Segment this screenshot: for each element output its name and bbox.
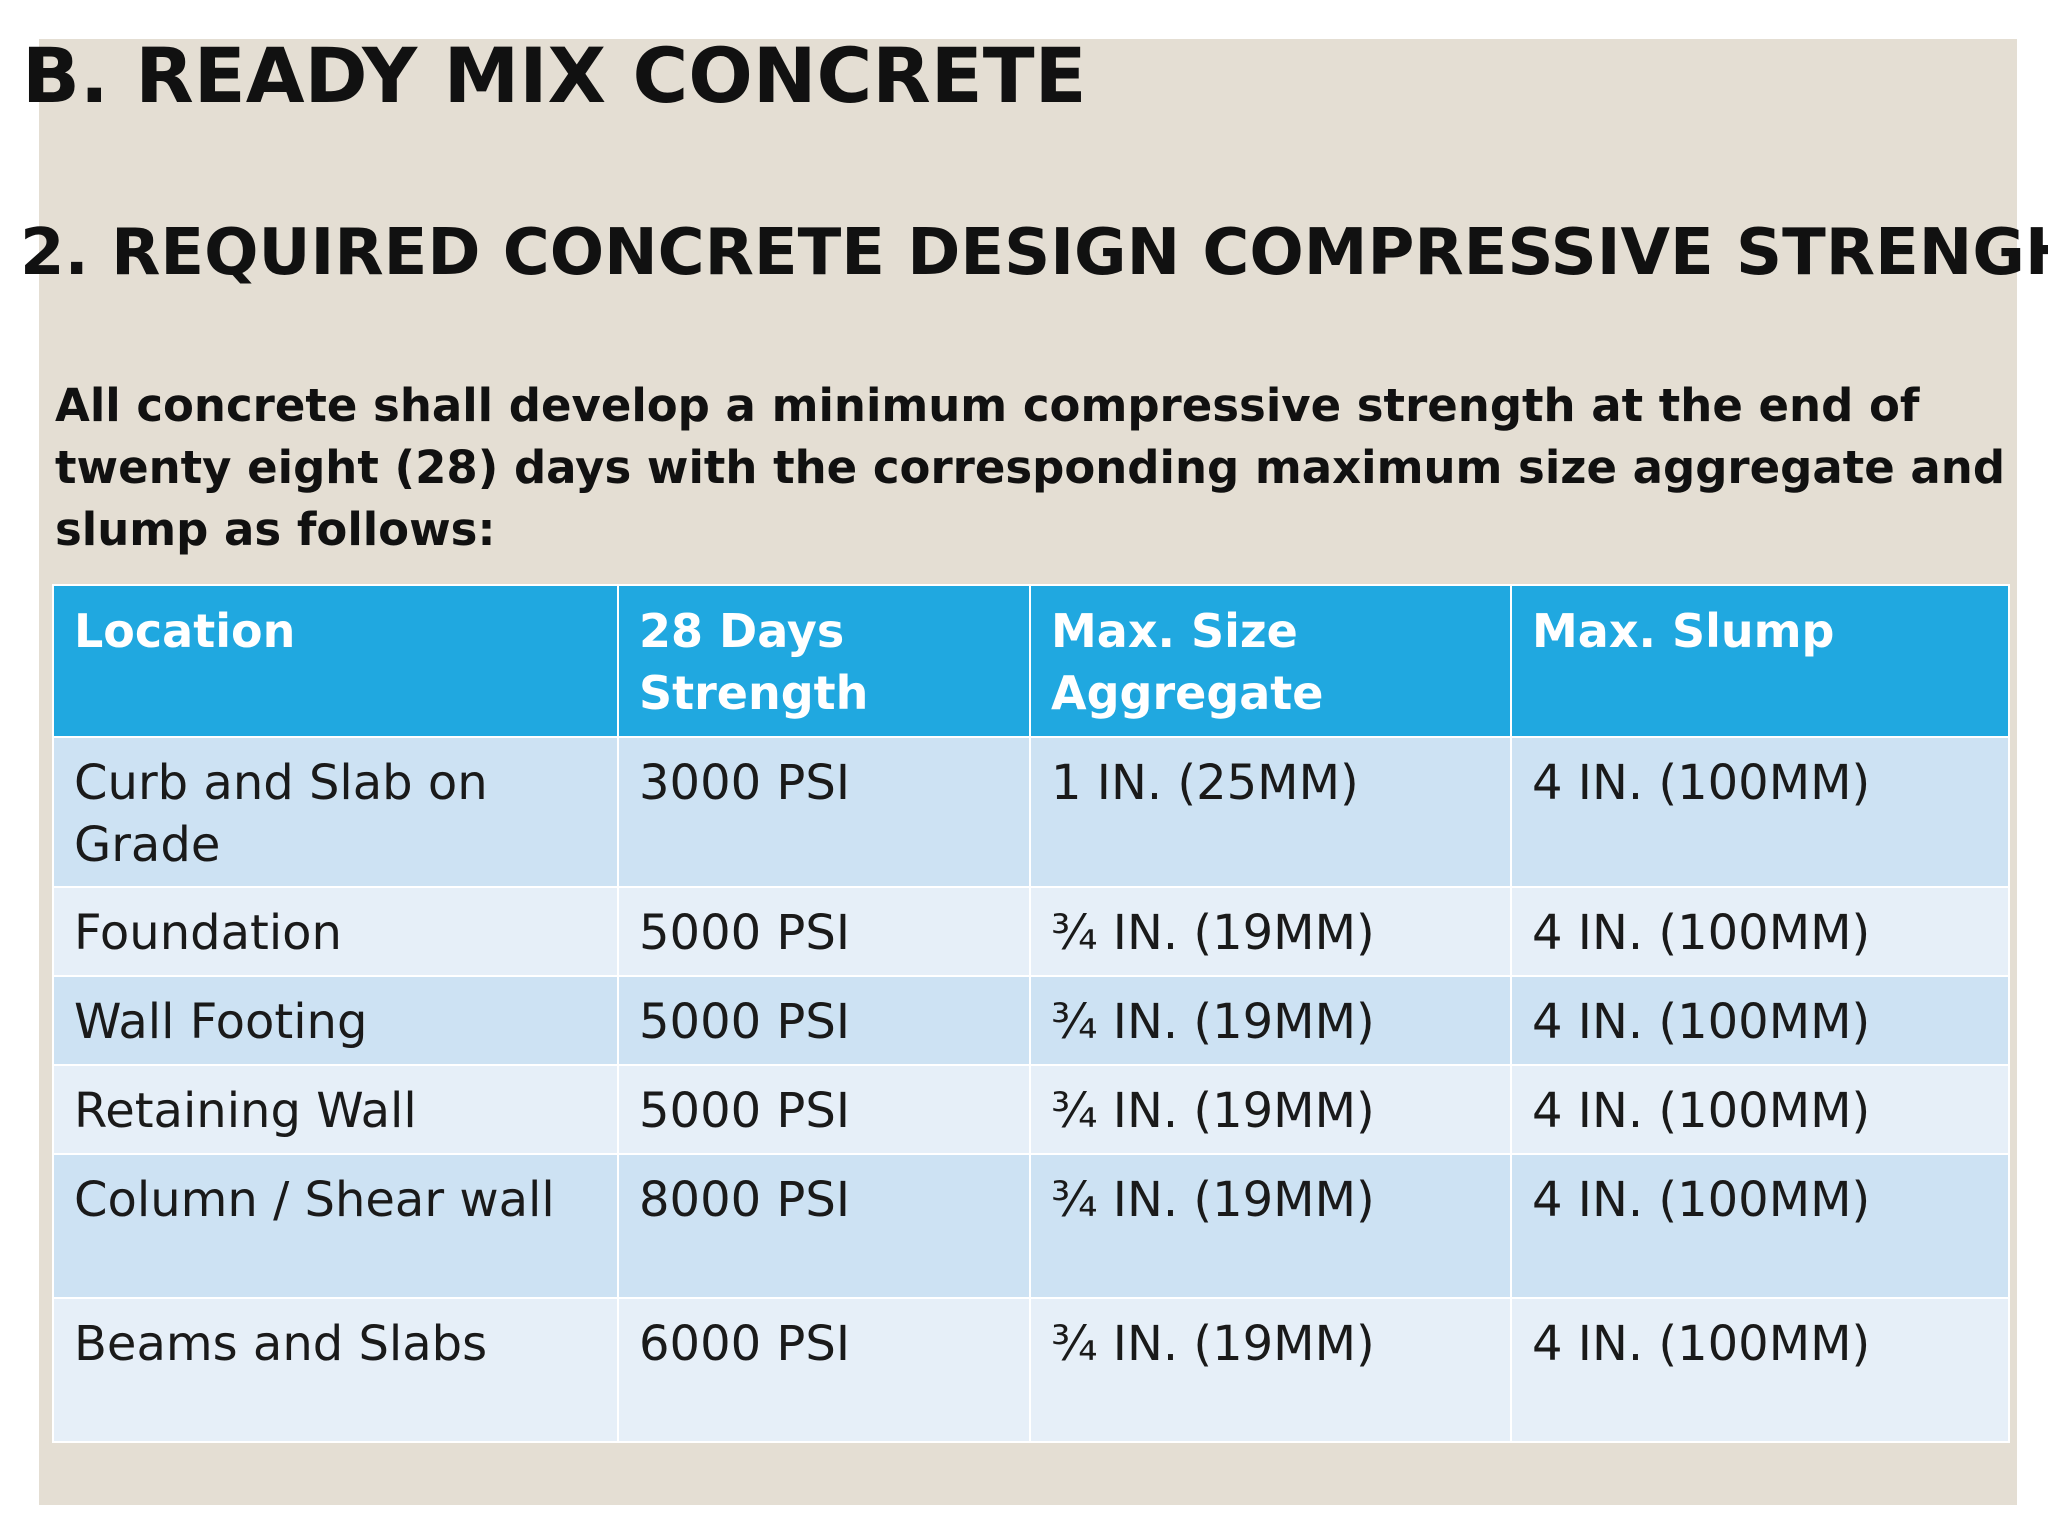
cell-location: Curb and Slab on Grade [52, 736, 619, 888]
cell-strength: 8000 PSI [617, 1153, 1031, 1299]
table-row: Beams and Slabs 6000 PSI ¾ IN. (19MM) 4 … [52, 1297, 2010, 1443]
cell-slump: 4 IN. (100MM) [1510, 1297, 2010, 1443]
cell-aggregate: 1 IN. (25MM) [1029, 736, 1512, 888]
cell-strength: 3000 PSI [617, 736, 1031, 888]
header-strength: 28 Days Strength [617, 584, 1031, 738]
cell-strength: 6000 PSI [617, 1297, 1031, 1443]
cell-strength: 5000 PSI [617, 886, 1031, 977]
cell-aggregate: ¾ IN. (19MM) [1029, 886, 1512, 977]
cell-location: Foundation [52, 886, 619, 977]
intro-paragraph: All concrete shall develop a minimum com… [55, 379, 2006, 556]
table-row: Retaining Wall 5000 PSI ¾ IN. (19MM) 4 I… [52, 1064, 2010, 1155]
cell-aggregate: ¾ IN. (19MM) [1029, 1064, 1512, 1155]
slide-subtitle: 2. REQUIRED CONCRETE DESIGN COMPRESSIVE … [20, 216, 2048, 290]
table-row: Column / Shear wall 8000 PSI ¾ IN. (19MM… [52, 1153, 2010, 1299]
cell-slump: 4 IN. (100MM) [1510, 1153, 2010, 1299]
cell-location: Column / Shear wall [52, 1153, 619, 1299]
header-slump: Max. Slump [1510, 584, 2010, 738]
table-row: Foundation 5000 PSI ¾ IN. (19MM) 4 IN. (… [52, 886, 2010, 977]
cell-location: Wall Footing [52, 975, 619, 1066]
header-aggregate: Max. Size Aggregate [1029, 584, 1512, 738]
table-row: Curb and Slab on Grade 3000 PSI 1 IN. (2… [52, 736, 2010, 888]
cell-location: Beams and Slabs [52, 1297, 619, 1443]
cell-aggregate: ¾ IN. (19MM) [1029, 1153, 1512, 1299]
cell-aggregate: ¾ IN. (19MM) [1029, 975, 1512, 1066]
header-location: Location [52, 584, 619, 738]
cell-slump: 4 IN. (100MM) [1510, 886, 2010, 977]
cell-strength: 5000 PSI [617, 1064, 1031, 1155]
cell-slump: 4 IN. (100MM) [1510, 975, 2010, 1066]
cell-strength: 5000 PSI [617, 975, 1031, 1066]
table-header-row: Location 28 Days Strength Max. Size Aggr… [52, 584, 2010, 738]
cell-aggregate: ¾ IN. (19MM) [1029, 1297, 1512, 1443]
concrete-strength-table: Location 28 Days Strength Max. Size Aggr… [52, 584, 2010, 1443]
cell-slump: 4 IN. (100MM) [1510, 1064, 2010, 1155]
slide-title: B. READY MIX CONCRETE [22, 31, 1087, 120]
cell-location: Retaining Wall [52, 1064, 619, 1155]
cell-slump: 4 IN. (100MM) [1510, 736, 2010, 888]
table-row: Wall Footing 5000 PSI ¾ IN. (19MM) 4 IN.… [52, 975, 2010, 1066]
